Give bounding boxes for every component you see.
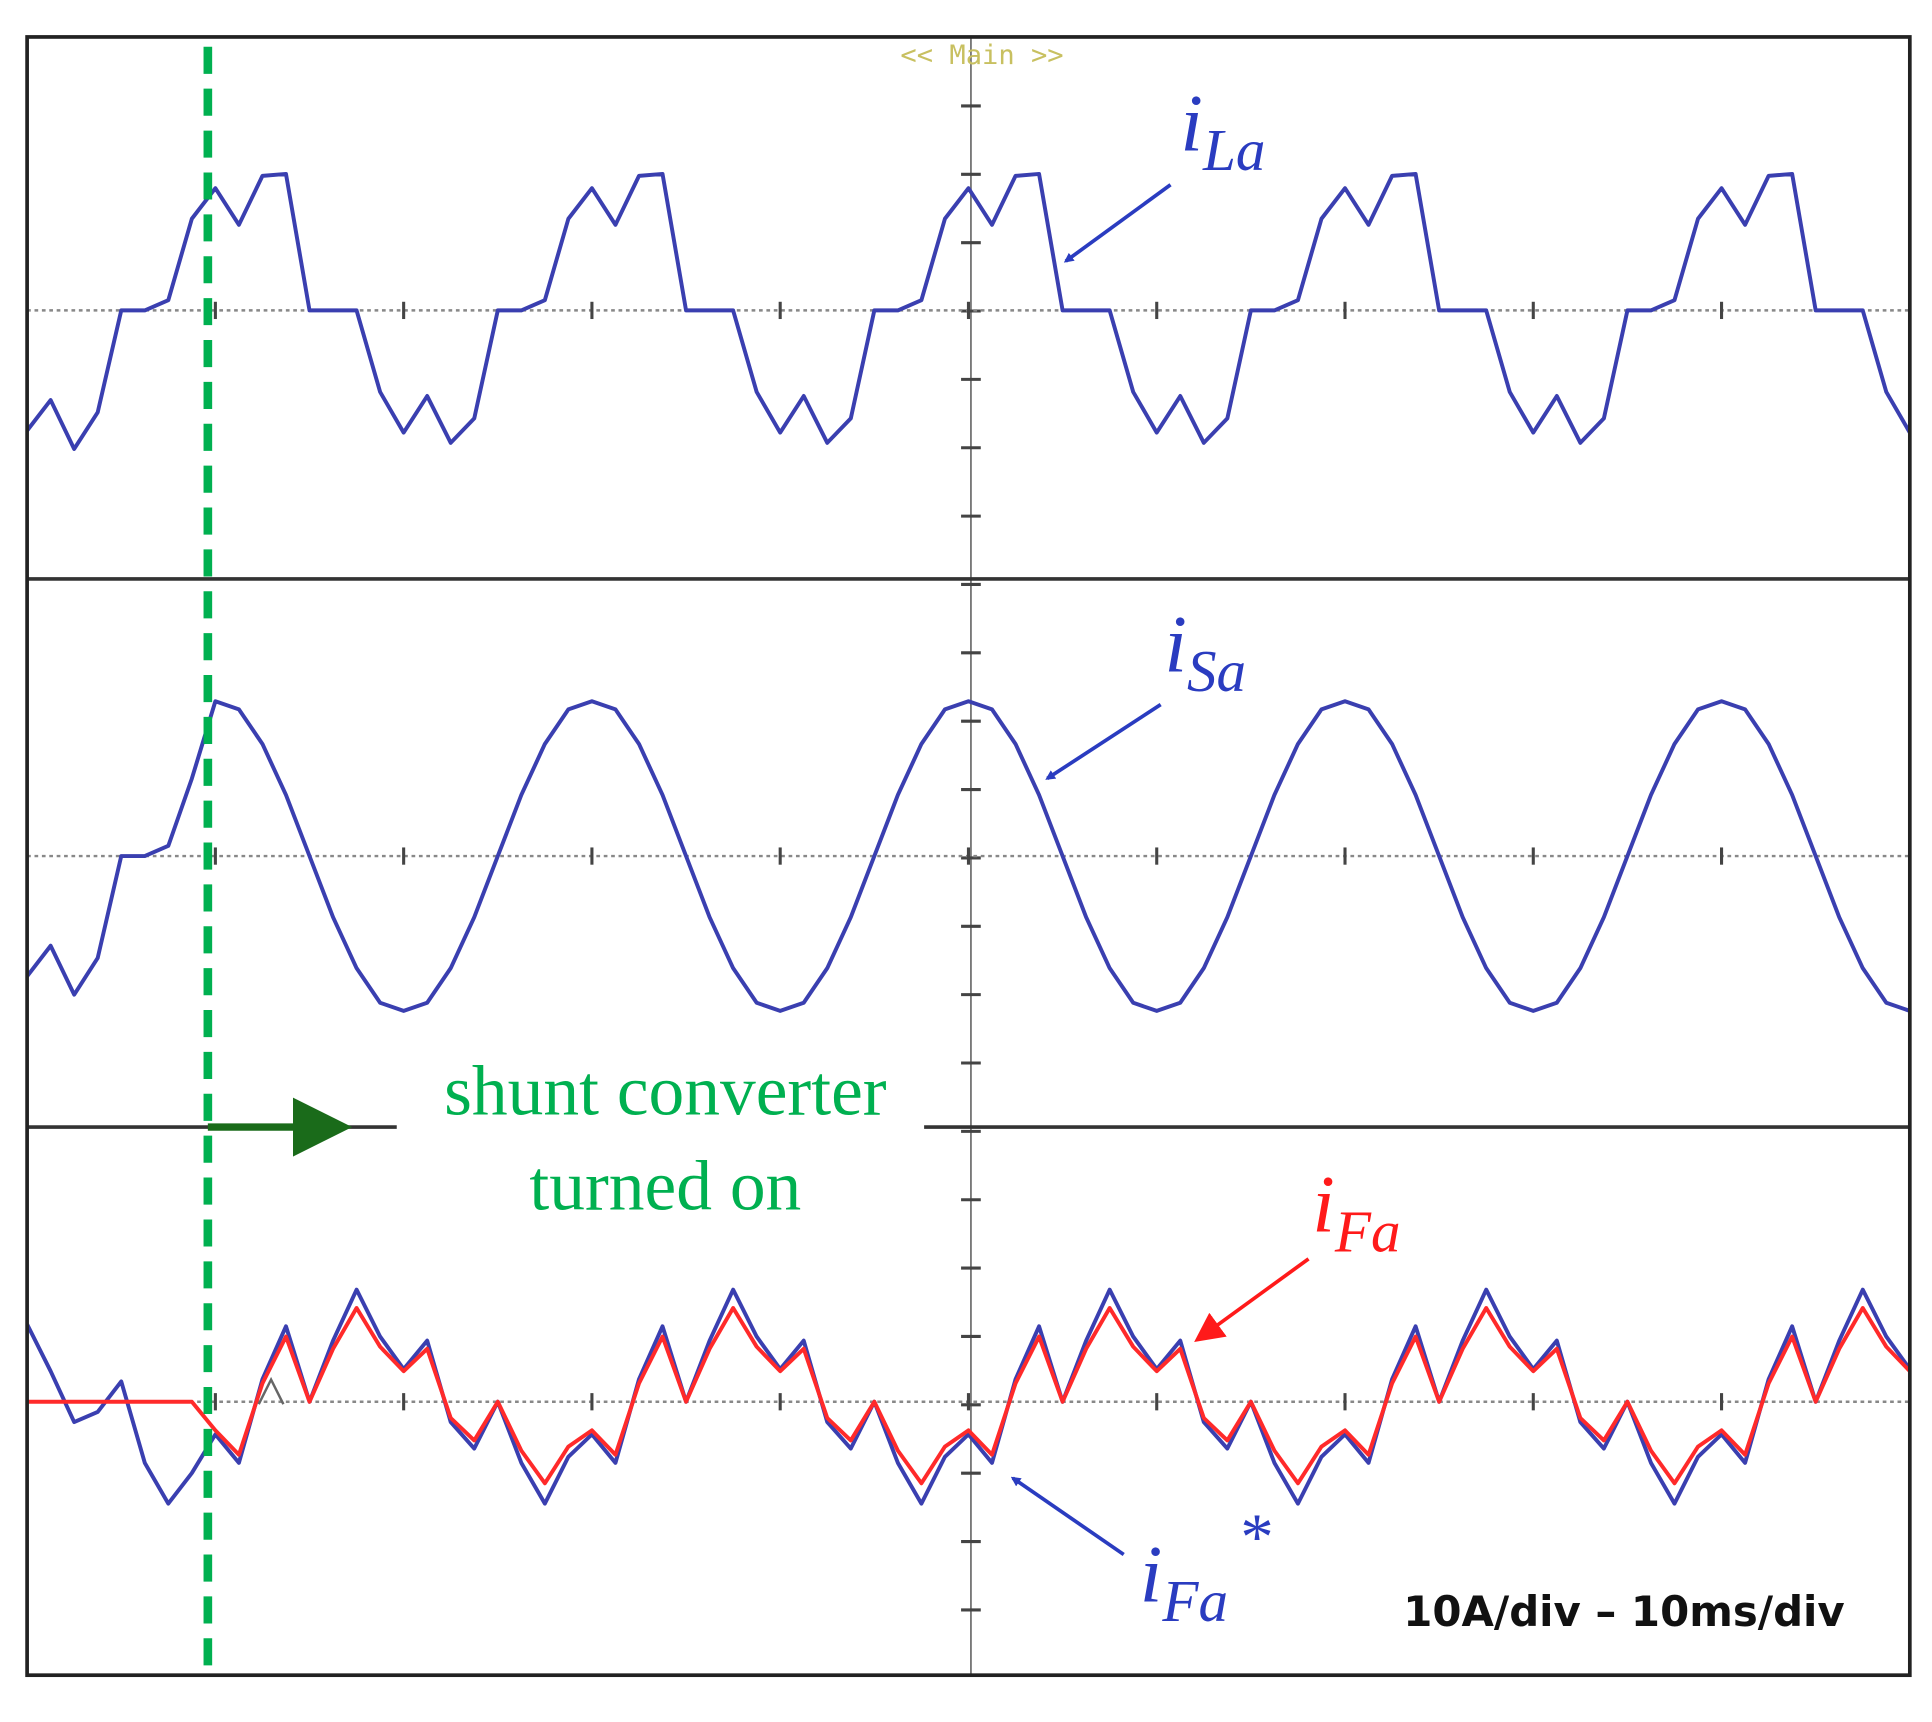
label-sup: * [1240, 1501, 1273, 1574]
annotation-text: turned on [529, 1147, 801, 1226]
waveform [25, 1287, 1912, 1506]
waveform [25, 171, 1912, 451]
label-arrow [1045, 703, 1162, 781]
scope-title: << Main >> [900, 40, 1063, 71]
annotation-text: shunt converter [444, 1052, 887, 1131]
label-sub: Sa [1187, 638, 1246, 704]
label-base: i [1164, 599, 1187, 689]
label-base: i [1140, 1529, 1163, 1619]
waveform [25, 699, 1911, 1013]
series-label: iSa [1164, 599, 1246, 704]
label-arrow [1010, 1476, 1125, 1557]
label-base: i [1312, 1160, 1335, 1250]
label-sub: La [1202, 117, 1265, 183]
series-label: iFa [1312, 1160, 1400, 1265]
waveform [27, 1306, 1912, 1486]
plot-area [25, 171, 1912, 1506]
trigger-marker [257, 1376, 285, 1405]
screen-border [25, 35, 1912, 1678]
label-sub: Fa [1334, 1198, 1401, 1264]
series-label: iFa* [1140, 1501, 1274, 1634]
series-label: iLa [1180, 78, 1265, 183]
label-arrow [1063, 183, 1172, 263]
label-sub: Fa [1161, 1568, 1228, 1634]
scale-note: 10A/div – 10ms/div [1403, 1587, 1845, 1636]
label-arrow [1194, 1257, 1310, 1343]
label-base: i [1180, 78, 1203, 168]
annotation-bg [396, 1114, 925, 1142]
